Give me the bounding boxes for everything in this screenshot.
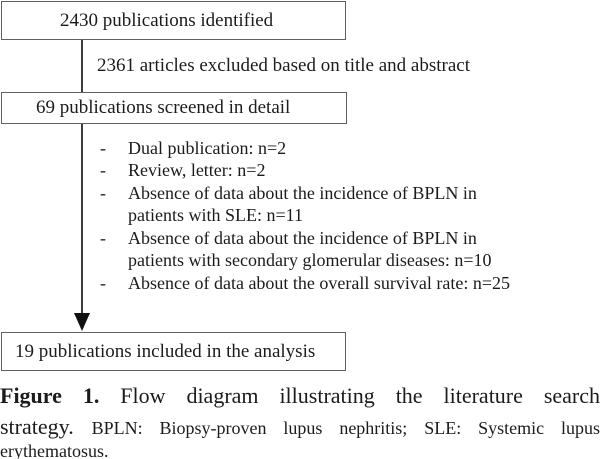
exclusion-note-label: 2361 articles excluded based on title an… xyxy=(97,55,471,76)
exclusion-line-text: Absence of data about the incidence of B… xyxy=(128,182,477,203)
exclusion-line: - Absence of data about the incidence of… xyxy=(100,227,570,250)
exclusion-line-text: Dual publication: n=2 xyxy=(128,137,287,158)
connector-line-identified-to-screened xyxy=(81,40,83,92)
exclusion-line: - Dual publication: n=2 xyxy=(100,137,570,160)
figure-caption-title-end: strategy. xyxy=(0,414,74,439)
figure-caption-abbreviations-end: erythematosus. xyxy=(0,441,109,459)
exclusion-reason-list: - Dual publication: n=2 - Review, letter… xyxy=(100,137,570,295)
flow-box-included: 19 publications included in the analysis xyxy=(1,332,346,371)
exclusion-line-text: Absence of data about the incidence of B… xyxy=(128,227,477,248)
flow-box-screened-label: 69 publications screened in detail xyxy=(36,97,291,118)
down-arrow-icon xyxy=(74,313,90,331)
bullet-dash: - xyxy=(100,227,106,248)
exclusion-line: - Absence of data about the incidence of… xyxy=(100,182,570,205)
exclusion-line: - Review, letter: n=2 xyxy=(100,160,570,183)
bullet-dash: - xyxy=(100,137,106,158)
exclusion-line-text: patients with secondary glomerular disea… xyxy=(128,250,492,271)
figure-caption-label: Figure 1. xyxy=(0,383,100,408)
exclusion-line-text: Absence of data about the overall surviv… xyxy=(128,272,511,293)
figure-caption-abbreviations: BPLN: Biopsy-proven lupus nephritis; SLE… xyxy=(91,418,600,438)
flow-box-screened: 69 publications screened in detail xyxy=(1,92,347,124)
connector-line-screened-to-included xyxy=(81,124,83,314)
exclusion-line-text: patients with SLE: n=11 xyxy=(128,205,303,226)
exclusion-line-text: Review, letter: n=2 xyxy=(128,160,266,181)
exclusion-line: patients with secondary glomerular disea… xyxy=(100,250,570,273)
exclusion-line: patients with SLE: n=11 xyxy=(100,205,570,228)
bullet-dash: - xyxy=(100,182,106,203)
bullet-dash: - xyxy=(100,272,106,293)
figure-caption-line-3: erythematosus. xyxy=(0,441,600,459)
figure-caption-line-2: strategy. BPLN: Biopsy-proven lupus neph… xyxy=(0,412,600,443)
figure-caption-line-1: Figure 1. Flow diagram illustrating the … xyxy=(0,381,600,411)
figure-caption-title: Flow diagram illustrating the literature… xyxy=(120,383,600,408)
flow-box-identified: 2430 publications identified xyxy=(1,1,346,40)
flow-box-identified-label: 2430 publications identified xyxy=(60,9,274,31)
bullet-dash: - xyxy=(100,160,106,181)
flow-box-included-label: 19 publications included in the analysis xyxy=(15,340,316,362)
exclusion-line: - Absence of data about the overall surv… xyxy=(100,272,570,295)
